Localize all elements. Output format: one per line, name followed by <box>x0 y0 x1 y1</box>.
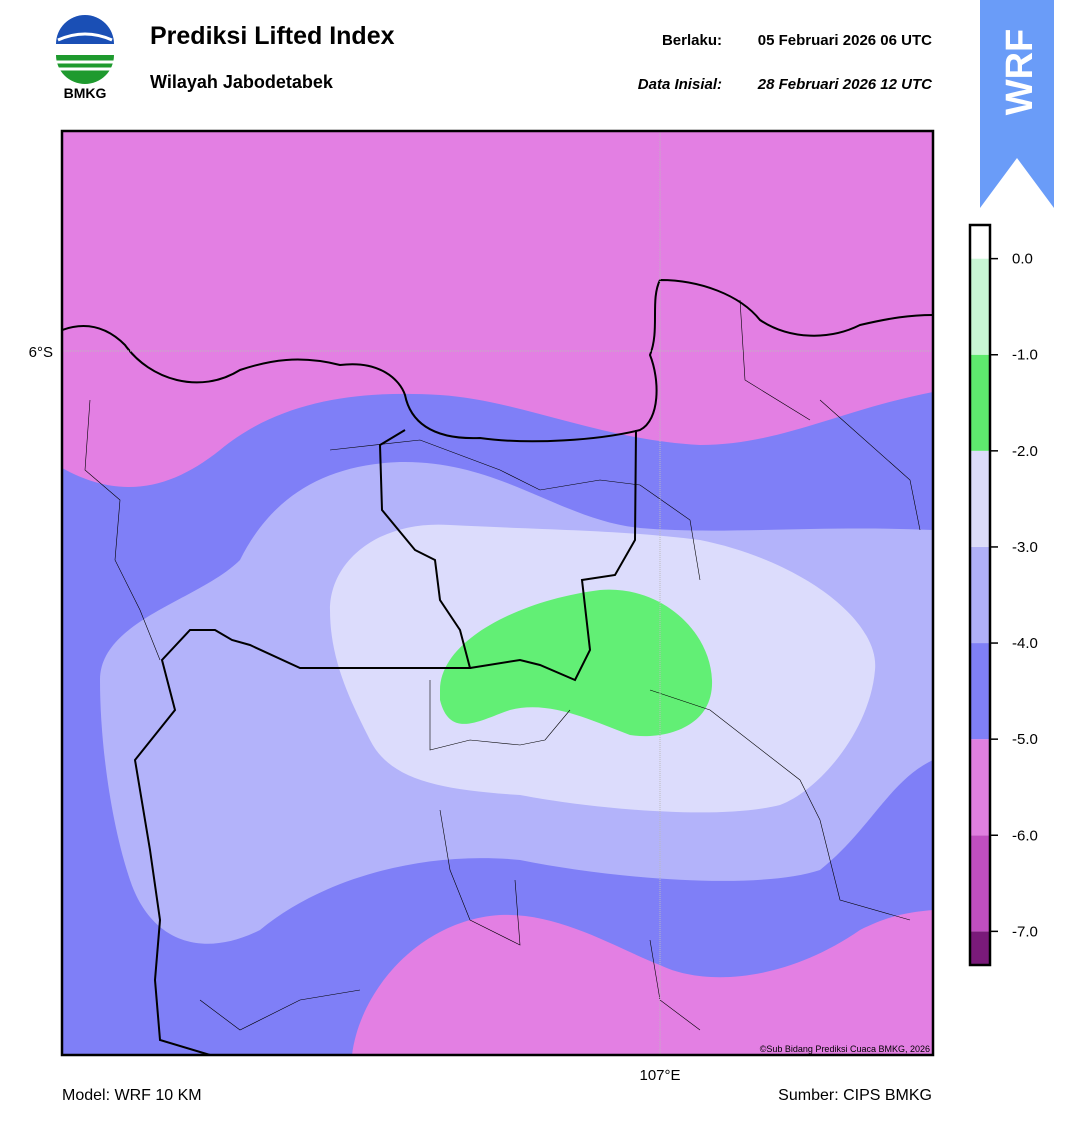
colorbar-tick-label: -4.0 <box>1012 635 1038 652</box>
title: Prediksi Lifted Index <box>150 22 395 50</box>
colorbar-segment <box>970 258 990 355</box>
colorbar-segment <box>970 225 990 259</box>
colorbar-tick-label: -6.0 <box>1012 827 1038 844</box>
init-label: Data Inisial: <box>638 76 722 93</box>
colorbar-tick-label: -3.0 <box>1012 539 1038 556</box>
colorbar-segment <box>970 450 990 547</box>
colorbar-tick-label: -5.0 <box>1012 731 1038 748</box>
valid-time: 05 Februari 2026 06 UTC <box>758 32 932 49</box>
colorbar-segment <box>970 835 990 932</box>
colorbar-segment <box>970 546 990 644</box>
colorbar-segment <box>970 739 990 836</box>
badge-text: WRF <box>999 29 1041 116</box>
init-time: 28 Februari 2026 12 UTC <box>757 76 933 93</box>
colorbar-segment <box>970 354 990 451</box>
colorbar-segment <box>970 931 990 965</box>
map-frame <box>60 129 935 1057</box>
colorbar-tick-label: -2.0 <box>1012 443 1038 460</box>
lon-label: 107°E <box>639 1067 680 1084</box>
badge <box>980 0 1054 208</box>
map-fields <box>62 131 933 1055</box>
colorbar-tick-label: 0.0 <box>1012 251 1033 268</box>
valid-label: Berlaku: <box>662 32 722 49</box>
footer-source: Sumber: CIPS BMKG <box>778 1087 932 1104</box>
colorbar-frame <box>968 223 992 967</box>
lat-label: 6°S <box>29 344 53 361</box>
logo: BMKG <box>56 15 114 101</box>
colorbar-segment <box>970 643 990 740</box>
credit: ©Sub Bidang Prediksi Cuaca BMKG, 2026 <box>760 1044 930 1054</box>
logo-text: BMKG <box>64 85 107 101</box>
colorbar: 0.0 -1.0 -2.0 -3.0 -4.0 -5.0 -6.0 -7.0 <box>968 223 1038 967</box>
footer-model: Model: WRF 10 KM <box>62 1087 202 1104</box>
subtitle: Wilayah Jabodetabek <box>150 72 334 92</box>
colorbar-tick-label: -7.0 <box>1012 923 1038 940</box>
colorbar-tick-label: -1.0 <box>1012 347 1038 364</box>
